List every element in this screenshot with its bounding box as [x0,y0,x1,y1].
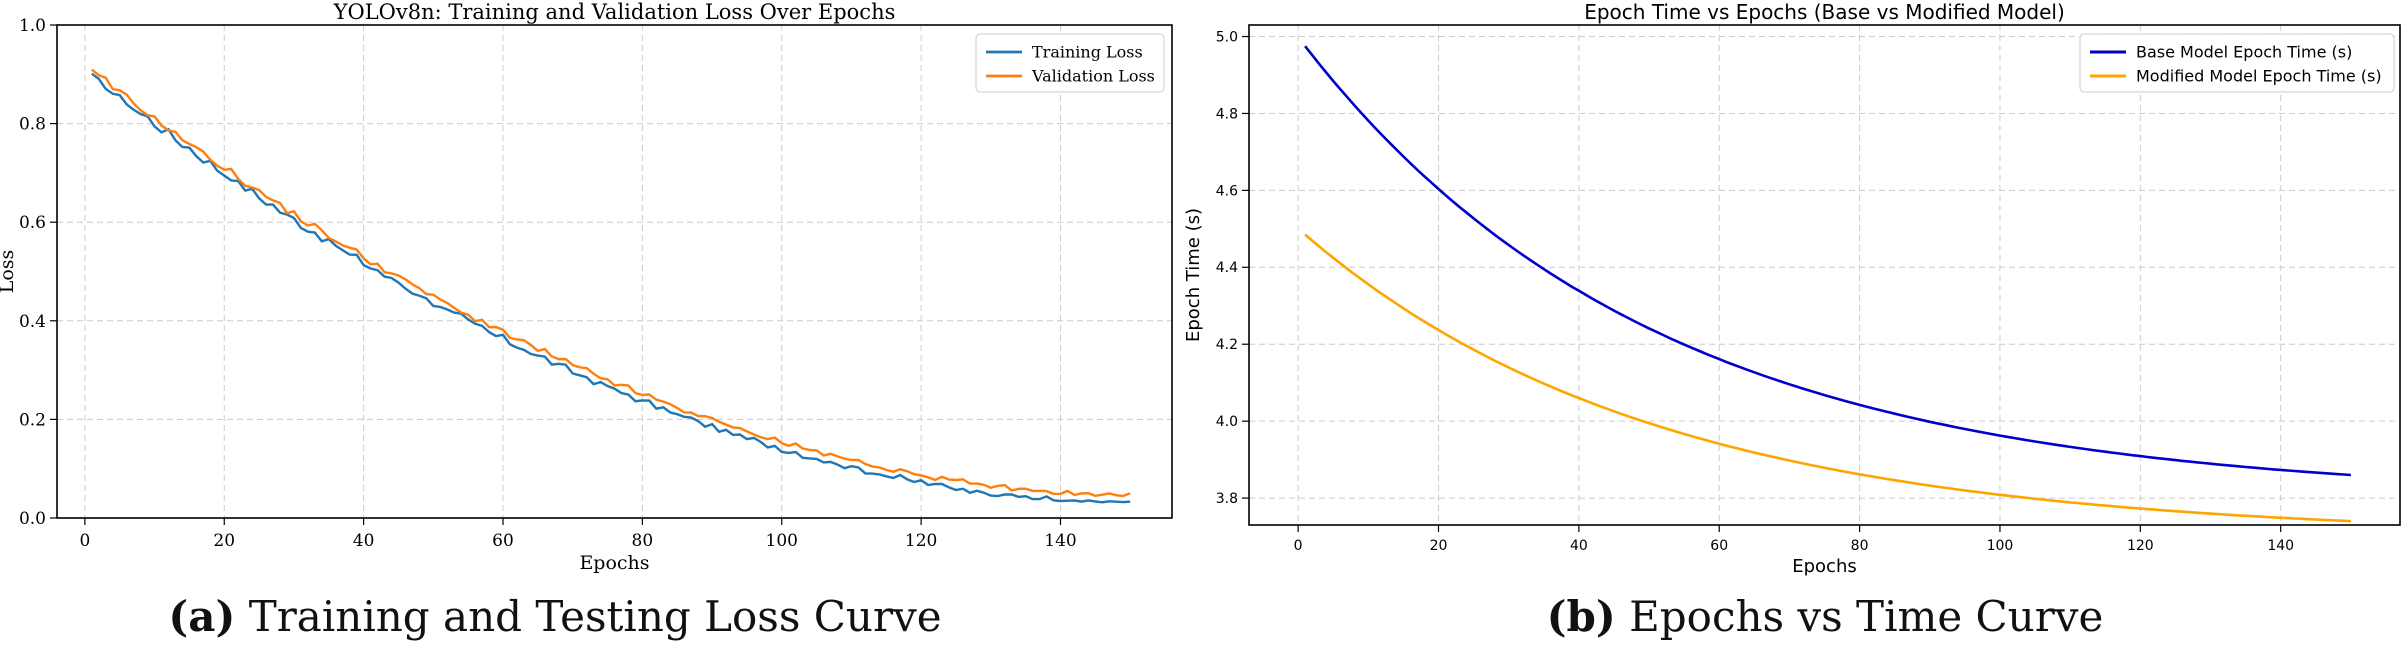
y-tick-label: 0.0 [19,509,46,529]
series-line-1 [91,68,1131,498]
x-tick-label: 20 [1430,538,1448,554]
epoch-time-chart: 0 20 40 60 80 100 120 140 3.8 4.0 4.2 4.4 4.6 4.8 5.0 E… [1183,0,2401,577]
series-line-1 [1304,233,2351,523]
y-tick-label: 4.6 [1216,183,1238,199]
caption-b: (b) Epochs vs Time Curve [1547,592,2104,641]
x-tick-label: 60 [1710,538,1728,554]
y-tick-label: 0.8 [19,115,46,135]
series-line-0 [1304,45,2351,477]
plot-frame [1248,24,2401,526]
caption-a: (a) Training and Testing Loss Curve [168,592,941,641]
caption-b-text: Epochs vs Time Curve [1629,592,2104,641]
chart-title: Epoch Time vs Epochs (Base vs Modified M… [1584,0,2065,24]
x-tick-label: 120 [2127,538,2154,554]
y-axis-label: Epoch Time (s) [1183,208,1204,342]
x-axis-label: Epochs [579,552,649,574]
caption-b-tag: (b) [1546,592,1616,641]
legend-box [2079,33,2395,93]
x-tick-label: 120 [905,531,937,551]
chart-panel-a: 0 20 40 60 80 100 120 140 0.0 0.2 0.4 0.6 0.8 1.0 YOLO… [0,0,1200,648]
x-tick-label: 100 [766,531,798,551]
y-tick-label: 5.0 [1216,29,1238,45]
y-tick-label: 3.8 [1216,491,1238,507]
y-axis-label: Loss [0,250,18,294]
x-tick-label: 0 [1294,538,1303,554]
y-tick-label: 4.8 [1216,106,1238,122]
legend-box [975,33,1165,93]
legend-label-1: Validation Loss [1031,67,1155,86]
plot-frame [56,24,1173,519]
x-tick-label: 40 [353,531,375,551]
x-axis-label: Epochs [1792,556,1857,577]
y-tick-label: 1.0 [19,16,46,36]
y-tick-label: 0.2 [19,410,46,430]
legend: Base Model Epoch Time (s) Modified Model … [2079,33,2395,93]
y-tick-label: 4.4 [1216,260,1238,276]
y-tick-label: 0.6 [19,213,46,233]
x-tick-label: 0 [79,531,90,551]
x-tick-label: 40 [1570,538,1588,554]
x-tick-label: 140 [2267,538,2294,554]
caption-a-text: Training and Testing Loss Curve [248,592,942,641]
x-tick-label: 100 [1987,538,2014,554]
legend-label-0: Training Loss [1032,43,1143,62]
legend-label-0: Base Model Epoch Time (s) [2136,43,2352,62]
legend-label-1: Modified Model Epoch Time (s) [2136,67,2382,86]
legend: Training Loss Validation Loss [975,33,1165,93]
x-tick-label: 140 [1044,531,1076,551]
chart-title: YOLOv8n: Training and Validation Loss Ov… [333,0,896,24]
loss-chart: 0 20 40 60 80 100 120 140 0.0 0.2 0.4 0.6 0.8 1.0 YOLO… [0,0,1173,574]
x-tick-label: 60 [492,531,514,551]
y-tick-label: 0.4 [19,312,46,332]
x-tick-label: 80 [632,531,654,551]
y-tick-label: 4.0 [1216,414,1238,430]
caption-a-tag: (a) [168,592,236,641]
series-line-0 [91,72,1131,504]
chart-panel-b: 0 20 40 60 80 100 120 140 3.8 4.0 4.2 4.4 4.6 4.8 5.0 E… [1183,0,2407,648]
y-tick-label: 4.2 [1216,337,1238,353]
x-tick-label: 80 [1851,538,1869,554]
x-tick-label: 20 [213,531,235,551]
